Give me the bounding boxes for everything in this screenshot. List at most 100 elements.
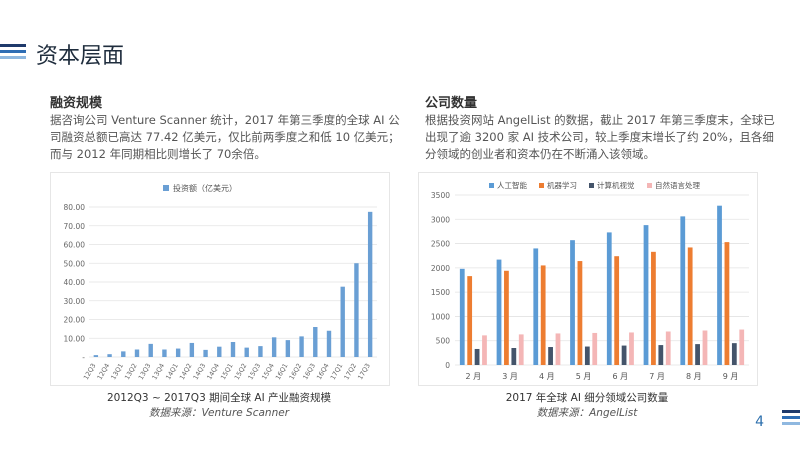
bar [518, 334, 524, 365]
bar [175, 348, 181, 357]
legend-swatch [163, 185, 169, 191]
y-tick-label: 1500 [431, 288, 450, 297]
bar [658, 345, 664, 365]
bar [533, 248, 539, 365]
x-tick-label: 13Q4 [150, 362, 166, 381]
y-tick-label: 3000 [431, 215, 450, 224]
y-tick-label: 20.00 [64, 316, 86, 325]
left-body: 据咨询公司 Venture Scanner 统计，2017 年第三季度的全球 A… [50, 113, 400, 161]
y-tick-label: 2000 [431, 264, 450, 273]
bar [504, 270, 509, 365]
bar [162, 349, 167, 357]
x-tick-label: 2 月 [466, 372, 482, 381]
legend-label: 投资额（亿美元） [173, 183, 237, 193]
funding-chart-panel: 投资额（亿美元） - 10.00 20.00 30.00 40.00 50.00 60.00 7… [50, 172, 390, 386]
x-tick-label: 13Q2 [123, 362, 139, 381]
x-tick-label: 14Q4 [205, 362, 221, 381]
right-caption-text: 2017 年全球 AI 细分领域公司数量 [505, 392, 669, 404]
bar [739, 329, 745, 365]
bar [724, 242, 730, 365]
company-chart: 人工智能 机器学习 计算机视觉 自然语言处理 0 500 1000 1500 2000 2500 3… [431, 180, 749, 381]
corner-stripes-decoration [782, 410, 800, 428]
title-stripes-decoration [0, 44, 26, 62]
x-tick-label: 9 月 [723, 372, 739, 381]
bar [614, 256, 620, 365]
left-source: 数据来源：Venture Scanner [148, 407, 290, 419]
x-tick-label: 17Q3 [356, 362, 372, 381]
bar [651, 251, 656, 365]
x-tick-label: 16Q3 [301, 362, 317, 381]
legend-swatch [647, 183, 652, 188]
bar [121, 351, 126, 357]
y-tick-label: 50.00 [64, 259, 86, 268]
bar [717, 205, 722, 365]
y-tick-label: 70.00 [64, 222, 86, 231]
bar [230, 342, 236, 357]
x-tick-label: 8 月 [686, 372, 702, 381]
bar [258, 346, 263, 357]
left-caption: 2012Q3 ~ 2017Q3 期间全球 AI 产业融资规模 数据来源：Vent… [50, 390, 388, 420]
bar [680, 216, 686, 365]
bar [592, 332, 598, 365]
x-tick-label: 15Q2 [233, 362, 249, 381]
bar [555, 333, 561, 365]
x-tick-label: 4 月 [539, 372, 555, 381]
bar [285, 340, 291, 357]
left-heading: 融资规模 [50, 96, 103, 111]
x-tick-label: 13Q3 [137, 362, 153, 381]
legend-swatch [539, 183, 544, 188]
company-chart-panel: 人工智能 机器学习 计算机视觉 自然语言处理 0 500 1000 1500 2000 2500 3… [418, 172, 758, 386]
bar [606, 232, 612, 365]
y-tick-label: 0 [445, 361, 450, 370]
x-tick-label: 7 月 [649, 372, 665, 381]
bar [107, 354, 112, 357]
y-tick-label: - [82, 353, 85, 362]
bar [577, 261, 583, 365]
right-source: 数据来源：AngelList [536, 407, 638, 419]
bar [584, 346, 590, 365]
x-tick-label: 15Q1 [219, 362, 235, 381]
x-tick-label: 17Q1 [329, 362, 345, 381]
x-tick-label: 14Q1 [164, 362, 180, 381]
bar [665, 331, 671, 365]
y-tick-label: 80.00 [64, 203, 86, 212]
y-tick-label: 10.00 [64, 334, 86, 343]
bar [148, 343, 153, 357]
bar [326, 330, 332, 357]
bar [731, 343, 737, 365]
bar [702, 330, 708, 365]
funding-chart: 投资额（亿美元） - 10.00 20.00 30.00 40.00 50.00 60.00 7… [64, 183, 377, 381]
right-heading: 公司数量 [425, 96, 478, 111]
bar [271, 337, 277, 357]
legend-swatch [589, 183, 594, 188]
x-tick-label: 14Q3 [192, 362, 208, 381]
bar [482, 335, 487, 365]
y-tick-label: 1000 [431, 312, 450, 321]
legend-swatch [489, 183, 494, 188]
page-title: 资本层面 [36, 44, 125, 69]
bar [459, 268, 465, 365]
y-tick-label: 3500 [431, 191, 450, 200]
bar [93, 355, 99, 357]
y-tick-label: 60.00 [64, 241, 86, 250]
bar [203, 349, 208, 357]
right-body: 根据投资网站 AngelList 的数据，截止 2017 年第三季度末，全球已出… [425, 113, 775, 161]
bar [340, 286, 345, 357]
bar [217, 346, 222, 357]
bar [134, 349, 140, 357]
bar [244, 347, 249, 357]
x-tick-label: 17Q2 [342, 362, 358, 381]
bar [189, 342, 195, 357]
bar [467, 276, 473, 365]
bar [540, 265, 546, 365]
x-tick-label: 6 月 [613, 372, 629, 381]
page-number: 4 [755, 414, 764, 430]
x-tick-label: 15Q3 [246, 362, 262, 381]
x-tick-label: 16Q4 [315, 362, 331, 381]
bar [548, 347, 553, 365]
bar [687, 247, 693, 365]
x-tick-label: 3 月 [502, 372, 518, 381]
x-tick-label: 14Q2 [178, 362, 194, 381]
bar [354, 263, 359, 357]
bar [643, 225, 649, 365]
